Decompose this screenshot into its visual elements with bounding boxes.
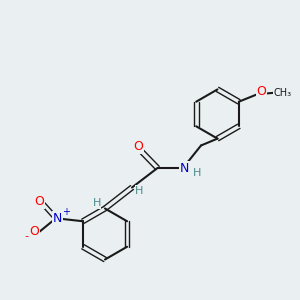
Text: CH₃: CH₃	[274, 88, 292, 98]
Text: H: H	[135, 185, 144, 196]
Text: O: O	[29, 225, 39, 238]
Text: O: O	[133, 140, 143, 153]
Text: -: -	[25, 231, 28, 241]
Text: N: N	[53, 212, 62, 225]
Text: H: H	[193, 167, 201, 178]
Text: H: H	[92, 198, 101, 208]
Text: N: N	[180, 161, 189, 175]
Text: O: O	[256, 85, 266, 98]
Text: +: +	[62, 207, 70, 217]
Text: O: O	[34, 195, 44, 208]
